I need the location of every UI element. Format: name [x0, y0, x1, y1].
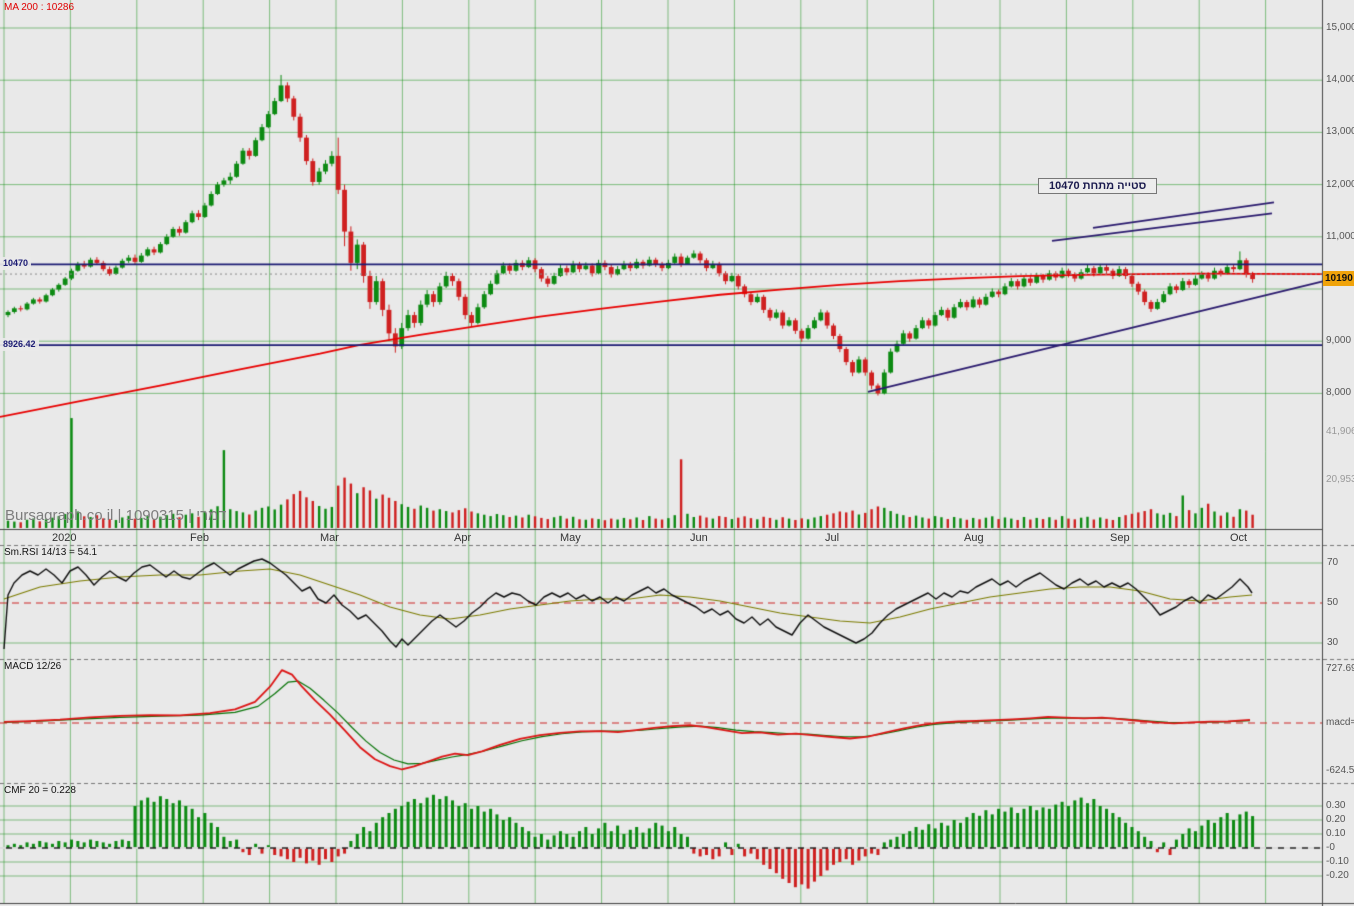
rsi-panel-title: Sm.RSI 14/13 = 54.1 — [4, 547, 98, 558]
y-axis-cmf-label: -0.20 — [1326, 870, 1349, 881]
y-axis-cmf-label: 0.30 — [1326, 800, 1346, 811]
cmf-panel-title: CMF 20 = 0.228 — [4, 785, 76, 796]
y-axis-price-label: 11,000 — [1326, 230, 1354, 242]
y-axis-volume-label: 20,953 — [1326, 474, 1354, 486]
y-axis-cmf-label: 0.20 — [1326, 814, 1346, 825]
y-axis-price-label: 14,000 — [1326, 74, 1354, 86]
watermark-text: Bursagraph.co.il | 1090315 | דמרי — [5, 507, 227, 524]
y-axis-rsi-label: 50 — [1327, 597, 1339, 608]
x-axis-month-label: Sep — [1110, 532, 1130, 544]
y-axis-rsi-label: 70 — [1327, 557, 1339, 568]
y-axis-price-label: 13,000 — [1326, 126, 1354, 138]
macd-panel-title: MACD 12/26 — [4, 661, 62, 672]
x-axis-month-label: Jun — [690, 532, 708, 544]
x-axis-month-label: Oct — [1230, 532, 1248, 544]
macd-zero-tag: macd= — [1326, 717, 1354, 728]
x-axis-month-label: Mar — [320, 532, 339, 544]
x-axis-month-label: Aug — [964, 532, 984, 544]
x-axis-month-label: May — [560, 532, 581, 544]
ma200-value-label: MA 200 : 10286 — [4, 2, 75, 13]
x-axis-month-label: Apr — [454, 532, 472, 544]
macd-max-label: 727.69 — [1326, 662, 1354, 674]
macd-min-label: -624.57 — [1326, 765, 1354, 777]
y-axis-rsi-label: 30 — [1327, 637, 1339, 648]
y-axis-price-label: 8,000 — [1326, 387, 1352, 399]
x-axis-month-label: 2020 — [52, 532, 77, 544]
support-line-label: 8926.42 — [0, 338, 39, 352]
y-axis-cmf-label: 0.10 — [1326, 828, 1346, 839]
y-axis-price-label: 9,000 — [1326, 335, 1352, 347]
y-axis-price-label: 15,000 — [1326, 22, 1354, 33]
y-axis-price-label: 12,000 — [1326, 178, 1354, 190]
x-axis-month-label: Jul — [825, 532, 840, 544]
y-axis-cmf-label: -0 — [1326, 842, 1335, 853]
y-axis-volume-label: 41,906 — [1326, 426, 1354, 438]
resistance-line-label: 10470 — [0, 257, 32, 271]
annotation-box: סטייה מתחת 10470 — [1038, 178, 1158, 194]
last-price-tag: 10190 — [1323, 271, 1354, 287]
x-axis-month-label: Feb — [190, 532, 209, 544]
y-axis-cmf-label: -0.10 — [1326, 856, 1349, 867]
